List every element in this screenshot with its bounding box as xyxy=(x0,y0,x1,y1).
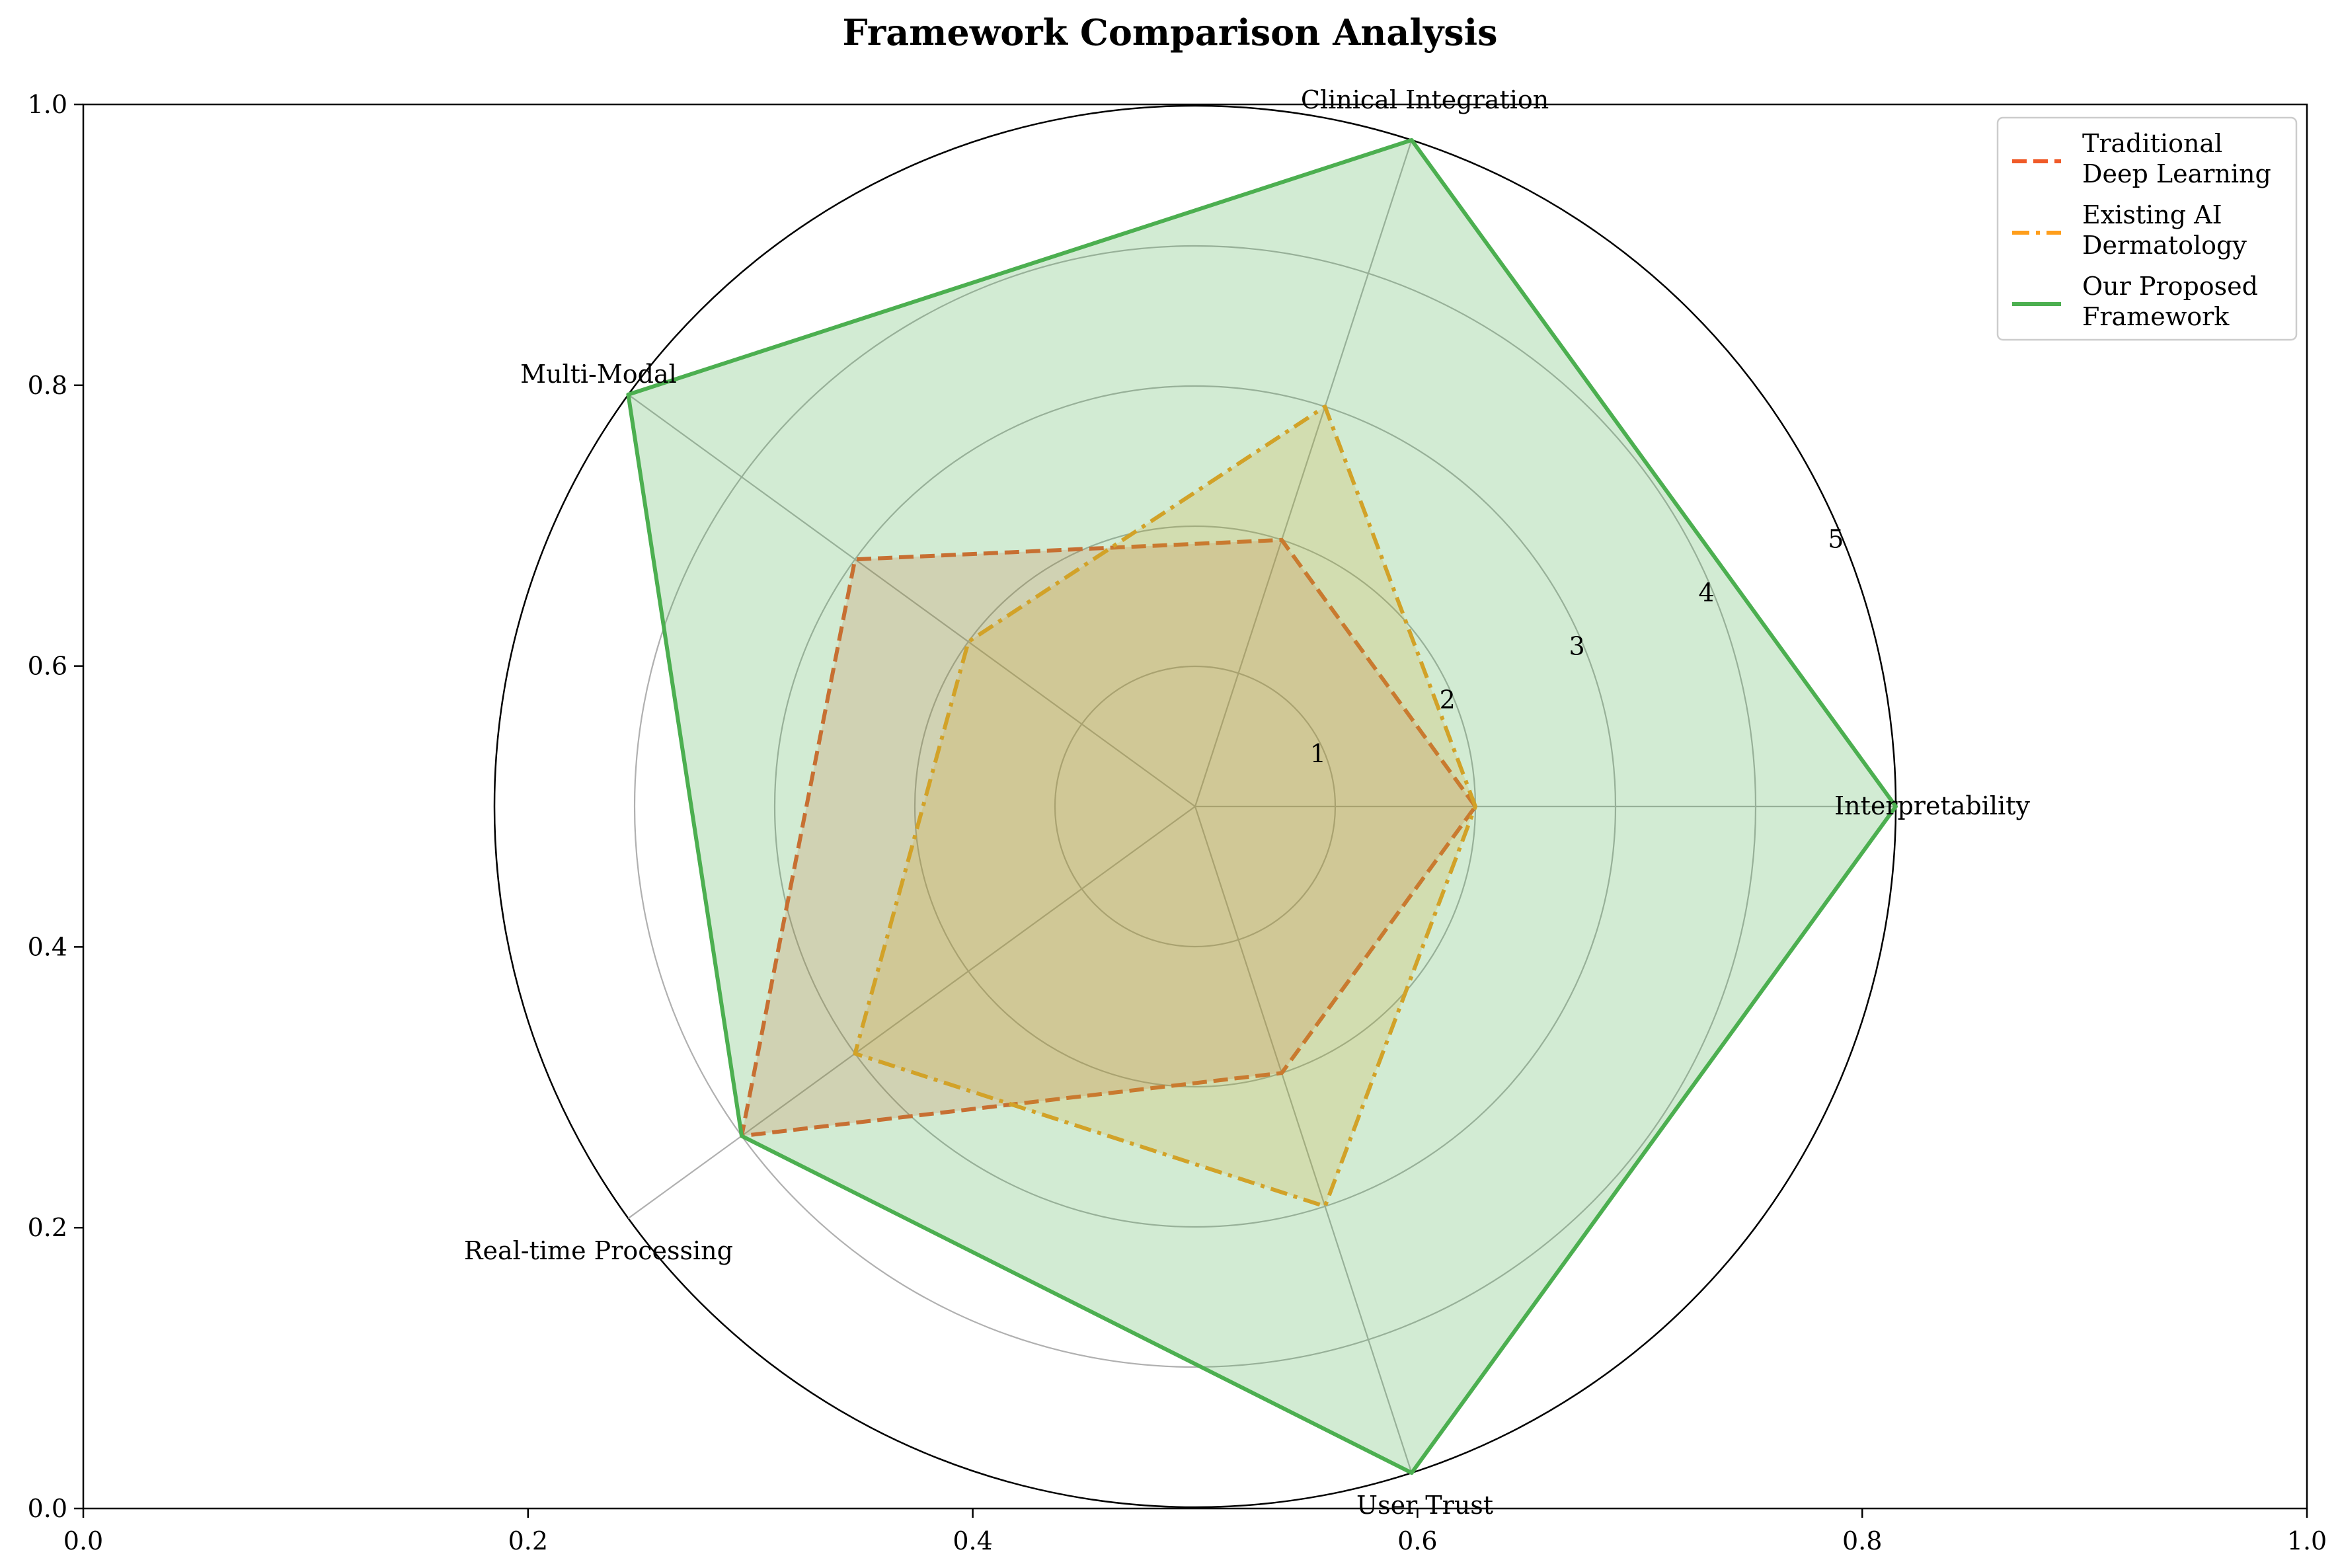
legend-label: Existing AI Dermatology xyxy=(2082,200,2247,260)
category-label: User Trust xyxy=(1356,1491,1493,1520)
radar-spoke xyxy=(627,394,1196,807)
x-tick-label: 0.4 xyxy=(953,1526,992,1555)
y-tick-label: 0.6 xyxy=(28,652,67,681)
category-label: Clinical Integration xyxy=(1301,85,1549,114)
radar-spoke xyxy=(627,806,1196,1219)
series-line-0 xyxy=(740,537,1477,1138)
y-tick-label: 0.8 xyxy=(28,371,67,400)
radial-tick-label: 2 xyxy=(1440,686,1456,715)
radar-spoke xyxy=(1194,139,1413,807)
radial-tick-label: 1 xyxy=(1310,739,1326,768)
radial-tick-label: 4 xyxy=(1698,578,1714,607)
radial-tick-label: 5 xyxy=(1828,524,1844,553)
legend-label: Our Proposed Framework xyxy=(2082,272,2258,331)
legend-label: Traditional Deep Learning xyxy=(2082,129,2271,188)
chart-title: Framework Comparison Analysis xyxy=(842,11,1497,54)
category-label: Multi-Modal xyxy=(520,360,677,389)
radar-series xyxy=(626,137,1898,1475)
axes-frame: 0.0 0.2 0.4 0.6 0.8 1.0 0.0 0.2 0.4 0.6 0.8 1.0 xyxy=(28,90,2327,1555)
axes-border xyxy=(82,103,2308,1510)
y-tick-label: 0.0 xyxy=(28,1494,67,1523)
series-fill-1 xyxy=(855,407,1475,1206)
category-label: Real-time Processing xyxy=(464,1236,733,1265)
legend: Traditional Deep Learning Existing AI Derma… xyxy=(1996,116,2298,341)
x-tick-label: 0.8 xyxy=(1842,1526,1882,1555)
y-tick-label: 1.0 xyxy=(28,90,67,119)
x-tick-label: 0.6 xyxy=(1397,1526,1437,1555)
radar-grid xyxy=(493,104,1897,1509)
legend-box xyxy=(1996,116,2298,341)
series-line-1 xyxy=(853,405,1477,1208)
y-tick-label: 0.4 xyxy=(28,932,67,961)
series-fill-2 xyxy=(628,139,1896,1473)
category-label: Interpretability xyxy=(1834,791,2030,820)
series-line-2 xyxy=(626,137,1898,1475)
x-tick-label: 0.0 xyxy=(63,1526,103,1555)
radial-tick-label: 3 xyxy=(1569,632,1584,661)
x-tick-label: 1.0 xyxy=(2287,1526,2327,1555)
radar-spoke xyxy=(1194,806,1413,1473)
series-fill-0 xyxy=(742,539,1475,1136)
x-tick-label: 0.2 xyxy=(508,1526,548,1555)
y-tick-label: 0.2 xyxy=(28,1213,67,1242)
radar-labels: Interpretability Clinical Integration Mult… xyxy=(464,85,2031,1520)
